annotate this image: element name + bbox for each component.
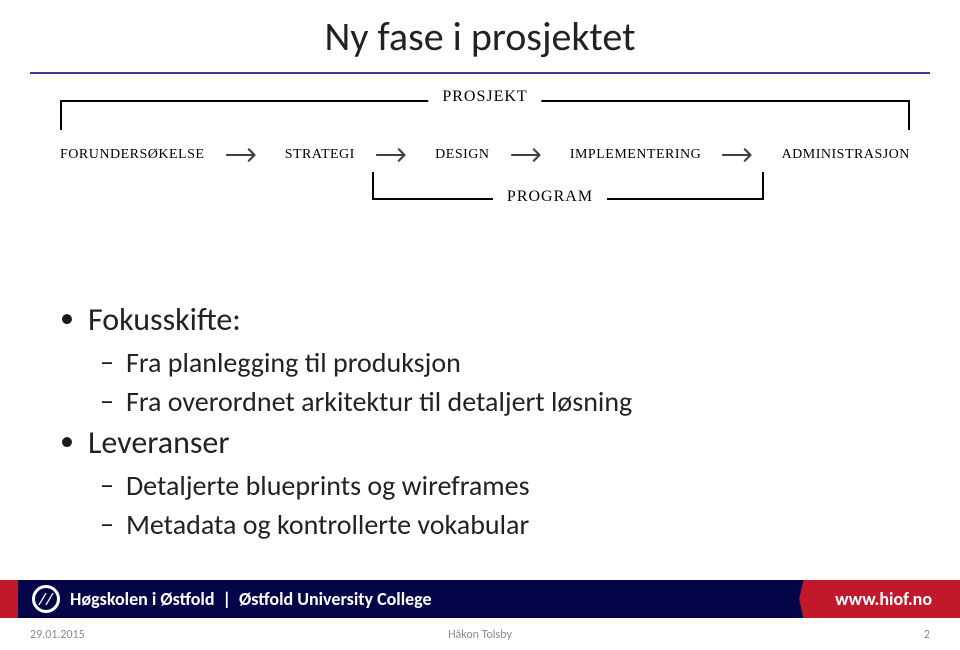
arrow-icon xyxy=(721,146,761,164)
bullet-level2: – Fra overordnet arkitektur til detaljer… xyxy=(100,384,900,419)
meta-date: 29.01.2015 xyxy=(30,628,85,642)
bullet-dot-icon: • xyxy=(60,300,74,336)
footer-bar: // Høgskolen i Østfold | Østfold Univers… xyxy=(0,580,960,618)
bullet-level2: – Fra planlegging til produksjon xyxy=(100,345,900,380)
bullet-text: Fra overordnet arkitektur til detaljert … xyxy=(126,384,632,419)
phase-row: FORUNDERSØKELSE STRATEGI DESIGN IMPLEMEN… xyxy=(60,146,910,164)
diagram-top-label: PROSJEKT xyxy=(428,88,541,106)
arrow-icon xyxy=(225,146,265,164)
institution-name-no: Høgskolen i Østfold xyxy=(70,588,214,610)
project-phases-diagram: PROSJEKT FORUNDERSØKELSE STRATEGI DESIGN… xyxy=(60,100,910,260)
logo-text: // xyxy=(39,590,53,609)
bullet-level2: – Metadata og kontrollerte vokabular xyxy=(100,507,900,542)
footer-url: www.hiof.no xyxy=(813,580,960,618)
bullet-text: Fokusskifte: xyxy=(88,300,241,339)
title-area: Ny fase i prosjektet xyxy=(60,12,900,61)
phase-label: ADMINISTRASJON xyxy=(782,147,910,163)
meta-author: Håkon Tolsby xyxy=(448,628,512,642)
bullet-level1: • Fokusskifte: xyxy=(60,300,900,339)
phase-label: FORUNDERSØKELSE xyxy=(60,147,204,163)
arrow-icon xyxy=(510,146,550,164)
bullet-text: Detaljerte blueprints og wireframes xyxy=(126,468,530,503)
bullet-text: Metadata og kontrollerte vokabular xyxy=(126,507,529,542)
bullet-dash-icon: – xyxy=(100,507,114,541)
diagram-bottom-label: PROGRAM xyxy=(493,188,607,206)
phase-label: DESIGN xyxy=(435,147,489,163)
slide: Ny fase i prosjektet PROSJEKT FORUNDERSØ… xyxy=(0,0,960,650)
logo-icon: // xyxy=(32,585,60,613)
bullet-dash-icon: – xyxy=(100,384,114,418)
slide-title: Ny fase i prosjektet xyxy=(60,12,900,61)
content-area: • Fokusskifte: – Fra planlegging til pro… xyxy=(60,300,900,546)
arrow-icon xyxy=(375,146,415,164)
title-underline xyxy=(30,72,930,74)
meta-page-number: 2 xyxy=(924,628,930,642)
separator-icon: | xyxy=(222,588,231,610)
institution-name-en: Østfold University College xyxy=(239,588,432,610)
bullet-dash-icon: – xyxy=(100,345,114,379)
bullet-text: Fra planlegging til produksjon xyxy=(126,345,461,380)
phase-label: STRATEGI xyxy=(285,147,355,163)
bullet-dash-icon: – xyxy=(100,468,114,502)
footer-institution: // Høgskolen i Østfold | Østfold Univers… xyxy=(18,580,813,618)
slide-meta: 29.01.2015 Håkon Tolsby 2 xyxy=(30,628,930,642)
url-text: www.hiof.no xyxy=(835,588,932,610)
bullet-level1: • Leveranser xyxy=(60,423,900,462)
phase-label: IMPLEMENTERING xyxy=(570,147,701,163)
bullet-dot-icon: • xyxy=(60,423,74,459)
bullet-text: Leveranser xyxy=(88,423,230,462)
bullet-level2: – Detaljerte blueprints og wireframes xyxy=(100,468,900,503)
footer-accent xyxy=(0,580,18,618)
